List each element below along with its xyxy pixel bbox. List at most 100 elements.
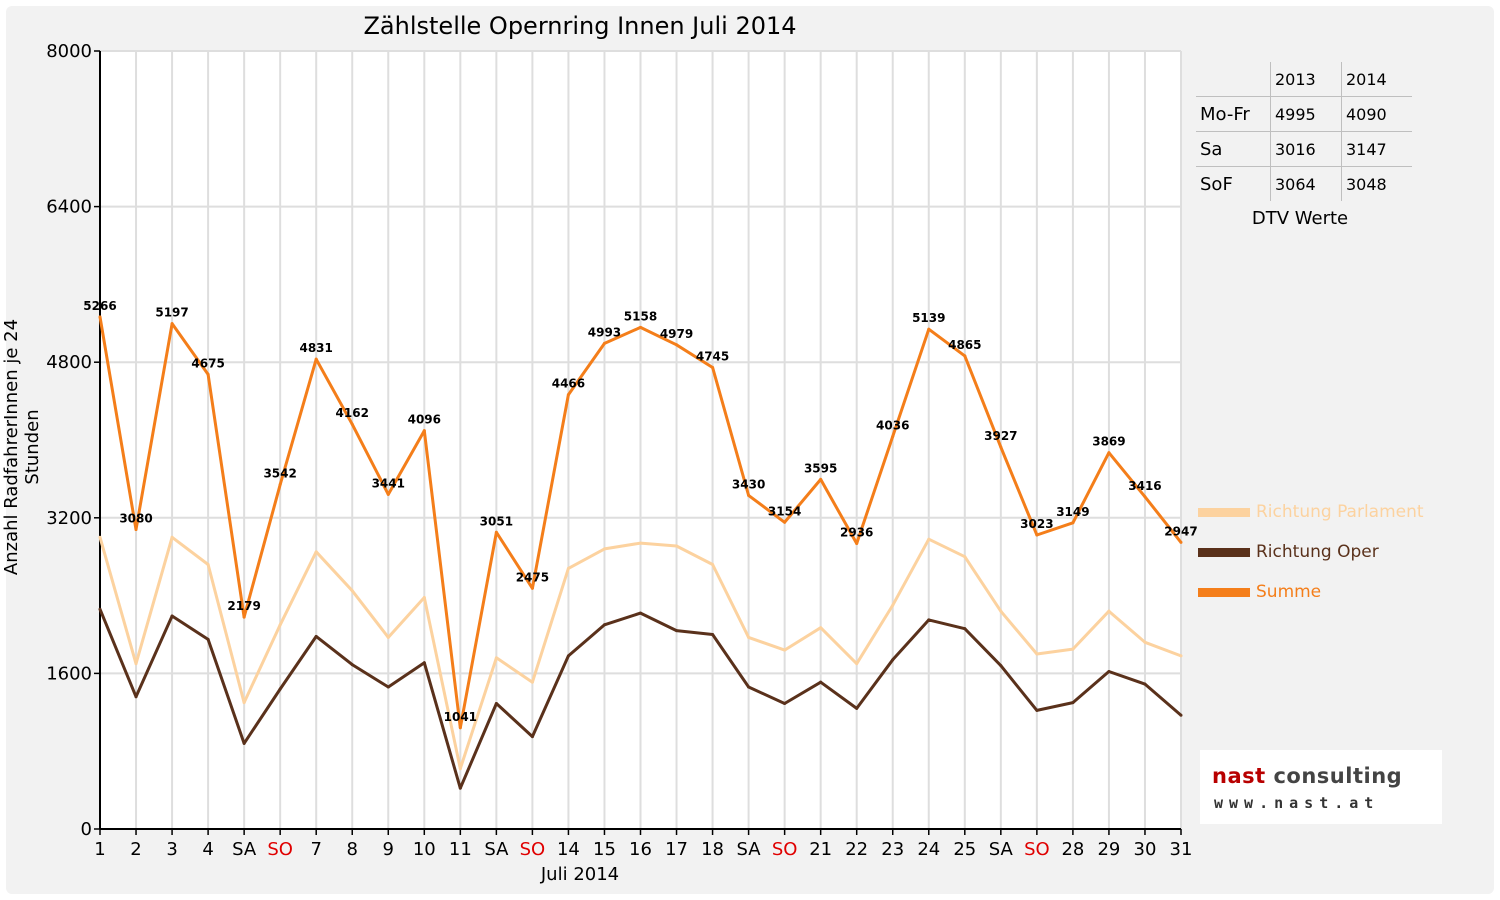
logo-brand-part1: nast <box>1212 764 1266 788</box>
data-point <box>999 445 1003 449</box>
x-tick-label: 15 <box>593 839 616 860</box>
data-point <box>1107 609 1111 613</box>
data-point <box>963 627 967 631</box>
x-tick-label: 23 <box>881 839 904 860</box>
dtv-header-year: 2014 <box>1341 62 1412 97</box>
x-tick-label: SO <box>1024 839 1050 860</box>
data-point <box>206 562 210 566</box>
x-tick-label: 31 <box>1170 839 1193 860</box>
data-point <box>134 662 138 666</box>
data-label: 2947 <box>1164 524 1197 538</box>
data-point <box>1143 640 1147 644</box>
data-label: 4745 <box>696 350 729 364</box>
data-point <box>927 327 931 331</box>
data-point <box>242 701 246 705</box>
data-label: 2936 <box>840 525 873 539</box>
data-label: 3051 <box>480 514 513 528</box>
data-point <box>711 366 715 370</box>
data-point <box>566 654 570 658</box>
legend-label: Richtung Parlament <box>1256 502 1424 522</box>
data-label: 4466 <box>552 377 585 391</box>
data-point <box>98 315 102 319</box>
x-tick-label: 1 <box>94 839 105 860</box>
x-tick-label: 3 <box>166 839 177 860</box>
data-label: 2475 <box>516 570 549 584</box>
x-tick-label: SA <box>737 839 762 860</box>
legend-swatch <box>1198 507 1250 517</box>
data-point <box>242 741 246 745</box>
data-label: 3149 <box>1056 505 1089 519</box>
x-tick-label: 28 <box>1061 839 1084 860</box>
data-point <box>675 629 679 633</box>
data-label: 4162 <box>336 406 369 420</box>
x-tick-label: 24 <box>917 839 940 860</box>
data-point <box>530 586 534 590</box>
data-point <box>1107 669 1111 673</box>
data-point <box>134 695 138 699</box>
legend-swatch <box>1198 587 1250 597</box>
data-label: 3542 <box>263 467 296 481</box>
data-point <box>602 547 606 551</box>
data-point <box>314 634 318 638</box>
data-point <box>711 633 715 636</box>
data-label: 3023 <box>1020 517 1053 531</box>
y-tick-label: 4800 <box>46 352 92 373</box>
data-point <box>278 623 282 627</box>
data-point <box>1107 451 1111 455</box>
data-point <box>963 555 967 559</box>
y-tick-label: 1600 <box>46 663 92 684</box>
data-point <box>386 685 390 689</box>
x-tick-label: SA <box>484 839 509 860</box>
x-tick-label: 2 <box>130 839 141 860</box>
y-tick-label: 0 <box>81 819 92 840</box>
data-point <box>458 726 462 730</box>
data-point <box>819 680 823 684</box>
data-point <box>1143 495 1147 499</box>
logo-brand: nast consulting <box>1212 764 1402 788</box>
dtv-row-label: SoF <box>1196 166 1271 201</box>
legend-label: Richtung Oper <box>1256 542 1379 562</box>
data-point <box>206 372 210 376</box>
data-point <box>350 589 354 593</box>
dtv-cell: 3147 <box>1341 131 1412 167</box>
x-tick-label: 21 <box>809 839 832 860</box>
data-point <box>422 429 426 433</box>
data-point <box>1179 540 1183 544</box>
data-point <box>1143 682 1147 686</box>
data-point <box>675 544 679 548</box>
x-tick-label: 16 <box>629 839 652 860</box>
data-point <box>747 685 751 689</box>
x-tick-label: SA <box>232 839 257 860</box>
x-tick-label: SO <box>520 839 546 860</box>
legend-item-oper: Richtung Oper <box>1198 532 1424 572</box>
dtv-table: 2013 2014 Mo-Fr 4995 4090 Sa 3016 3147 S… <box>1196 62 1412 201</box>
data-point <box>927 537 931 541</box>
legend-swatch <box>1198 547 1250 557</box>
data-label: 4831 <box>299 341 332 355</box>
data-label: 5197 <box>155 306 188 320</box>
data-point <box>783 702 787 706</box>
y-tick-label: 8000 <box>46 41 92 62</box>
data-point <box>386 492 390 496</box>
data-point <box>639 325 642 329</box>
x-tick-label: 8 <box>347 839 358 860</box>
data-label: 3595 <box>804 461 837 475</box>
dtv-cell: 3064 <box>1270 166 1342 201</box>
x-tick-label: 11 <box>449 839 472 860</box>
x-tick-label: 22 <box>845 839 868 860</box>
data-point <box>422 661 426 665</box>
x-tick-label: 17 <box>665 839 688 860</box>
data-point <box>711 562 715 566</box>
data-point <box>891 434 895 438</box>
dtv-row-label: Sa <box>1196 131 1271 167</box>
x-tick-label: 30 <box>1134 839 1157 860</box>
data-point <box>386 635 390 639</box>
data-point <box>1179 654 1183 658</box>
data-point <box>170 535 174 539</box>
legend-item-parlament: Richtung Parlament <box>1198 492 1424 532</box>
data-point <box>458 786 462 790</box>
data-point <box>1071 647 1075 651</box>
data-point <box>494 530 498 534</box>
data-point <box>675 343 679 347</box>
y-tick-label: 6400 <box>46 197 92 218</box>
